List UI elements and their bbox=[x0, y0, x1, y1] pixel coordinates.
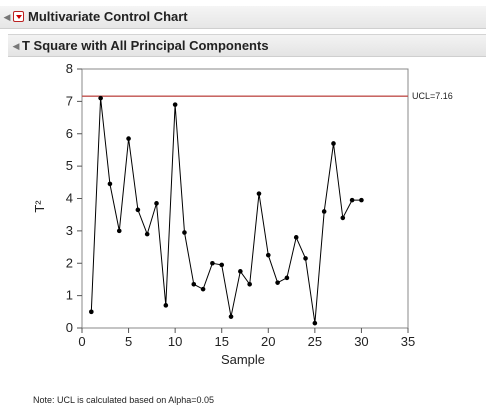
data-point bbox=[275, 280, 280, 285]
series-line bbox=[90, 98, 362, 324]
data-point bbox=[135, 207, 141, 213]
data-point bbox=[359, 197, 364, 203]
y-tick-label: 6 bbox=[66, 126, 73, 141]
data-point bbox=[154, 201, 159, 206]
data-point bbox=[321, 209, 327, 214]
data-point bbox=[182, 230, 187, 235]
x-tick-label: 10 bbox=[168, 334, 182, 349]
x-axis-title: Sample bbox=[221, 352, 265, 367]
x-tick-label: 30 bbox=[354, 334, 368, 349]
y-tick-label: 7 bbox=[66, 93, 73, 108]
section-title: T Square with All Principal Components bbox=[22, 38, 269, 53]
data-point bbox=[144, 231, 150, 237]
data-point bbox=[191, 281, 197, 287]
data-point bbox=[284, 275, 290, 281]
t-square-chart: 0 5 10 15 20 25 30 35 0 1 2 3 4 5 6 7 8 Sample T² UCL=7.16 bbox=[32, 61, 453, 367]
data-point bbox=[256, 191, 262, 196]
triangle-down-icon[interactable]: ◀ bbox=[12, 41, 20, 51]
y-tick-label: 2 bbox=[66, 255, 73, 270]
data-point bbox=[247, 281, 252, 287]
data-point bbox=[238, 269, 243, 274]
data-point bbox=[210, 260, 215, 266]
x-tick-label: 5 bbox=[125, 334, 132, 349]
x-tick-label: 15 bbox=[214, 334, 228, 349]
y-tick-label: 3 bbox=[66, 223, 73, 238]
y-tick-label: 5 bbox=[66, 158, 73, 173]
x-tick-label: 20 bbox=[261, 334, 275, 349]
data-point bbox=[98, 95, 103, 101]
data-point bbox=[293, 235, 299, 240]
red-triangle-menu-icon[interactable] bbox=[13, 11, 24, 22]
y-tick-label: 4 bbox=[66, 191, 73, 206]
triangle-down-icon[interactable]: ◀ bbox=[3, 12, 11, 22]
x-tick-label: 35 bbox=[401, 334, 415, 349]
data-point bbox=[126, 136, 131, 141]
y-tick-label: 1 bbox=[66, 288, 73, 303]
data-point bbox=[312, 320, 318, 326]
y-tick-label: 0 bbox=[66, 320, 73, 335]
x-tick-label: 0 bbox=[78, 334, 85, 349]
data-point bbox=[200, 286, 206, 292]
multivariate-control-chart-header[interactable]: ◀ Multivariate Control Chart bbox=[0, 6, 486, 29]
ucl-label: UCL=7.16 bbox=[412, 91, 453, 101]
x-tick-label: 25 bbox=[308, 334, 322, 349]
data-point bbox=[219, 262, 225, 268]
data-point bbox=[340, 215, 346, 221]
y-axis-title: T² bbox=[32, 200, 47, 213]
plot-frame bbox=[81, 68, 409, 329]
data-point bbox=[331, 141, 336, 146]
data-point bbox=[89, 309, 94, 315]
data-point bbox=[265, 252, 271, 258]
data-point bbox=[228, 314, 234, 319]
data-point bbox=[116, 228, 122, 234]
alpha-note: Note: UCL is calculated based on Alpha=0… bbox=[33, 395, 215, 405]
y-tick-label: 8 bbox=[66, 61, 73, 76]
data-point bbox=[163, 303, 169, 308]
t-square-section-header[interactable]: ◀ T Square with All Principal Components bbox=[8, 34, 486, 57]
report-title: Multivariate Control Chart bbox=[28, 9, 188, 24]
data-point bbox=[349, 197, 355, 203]
data-point bbox=[107, 181, 113, 187]
data-point bbox=[303, 256, 308, 261]
data-point bbox=[172, 102, 178, 107]
